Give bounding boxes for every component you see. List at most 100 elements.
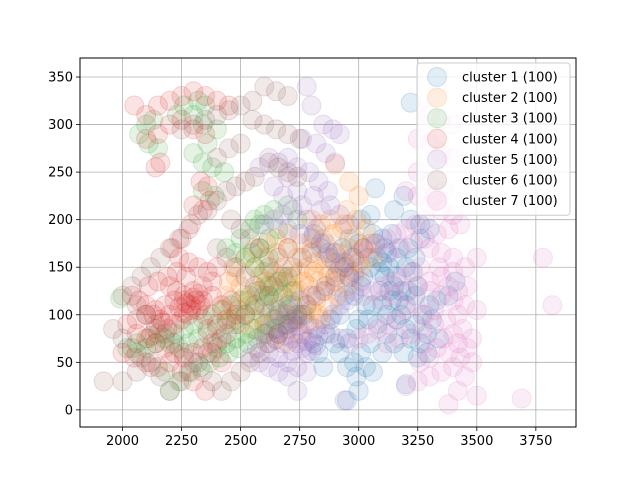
point-cluster-3 [258,285,279,306]
point-cluster-1 [403,261,424,282]
point-cluster-4 [197,319,218,340]
point-cluster-3 [284,309,305,330]
point-cluster-3 [277,266,298,287]
point-cluster-6 [315,276,336,297]
point-cluster-1 [400,328,421,349]
point-cluster-3 [206,119,227,140]
point-cluster-5 [320,195,341,216]
point-cluster-3 [258,247,279,268]
point-cluster-5 [258,357,279,378]
point-cluster-3 [249,238,270,259]
point-cluster-2 [336,257,357,278]
point-cluster-4 [178,252,199,273]
point-cluster-6 [287,304,308,325]
point-cluster-6 [273,266,294,287]
point-cluster-5 [325,242,346,263]
point-cluster-7 [403,233,424,254]
point-cluster-6 [230,95,251,116]
point-cluster-4 [202,342,223,363]
point-cluster-4 [197,176,218,197]
point-cluster-3 [216,314,237,335]
point-cluster-1 [367,247,388,268]
point-cluster-1 [377,323,398,344]
y-tick-label: 0 [65,403,73,418]
point-cluster-5 [351,271,372,292]
point-cluster-2 [325,154,346,175]
point-cluster-3 [282,281,303,302]
point-cluster-5 [282,200,303,221]
point-cluster-5 [266,329,287,350]
point-cluster-7 [395,300,416,321]
point-cluster-2 [332,219,353,240]
point-cluster-1 [398,238,419,259]
point-cluster-6 [140,257,161,278]
point-cluster-3 [202,304,223,325]
point-cluster-1 [400,209,421,230]
point-cluster-4 [211,328,232,349]
point-cluster-2 [318,266,338,287]
point-cluster-7 [431,285,452,306]
point-cluster-3 [256,323,277,344]
point-cluster-4 [136,352,157,373]
point-cluster-7 [443,357,464,378]
point-cluster-5 [306,219,327,240]
point-cluster-3 [254,204,275,225]
point-cluster-2 [296,257,317,278]
point-cluster-7 [433,328,454,349]
point-cluster-6 [254,76,275,97]
point-cluster-4 [126,323,147,344]
point-cluster-7 [426,338,447,359]
point-cluster-4 [171,109,192,130]
point-cluster-1 [429,328,450,349]
point-cluster-5 [308,171,329,192]
point-cluster-2 [313,228,334,249]
point-cluster-2 [225,266,246,287]
point-cluster-1 [417,323,438,344]
point-cluster-3 [138,133,159,154]
point-cluster-1 [417,342,438,363]
legend-label: cluster 3 (100) [462,112,558,127]
point-cluster-6 [197,200,218,221]
point-cluster-4 [159,114,180,135]
point-cluster-1 [325,333,346,354]
point-cluster-6 [93,371,114,392]
point-cluster-1 [419,219,440,240]
point-cluster-3 [192,309,213,330]
point-cluster-4 [152,312,173,333]
point-cluster-6 [230,219,251,240]
point-cluster-6 [218,138,239,159]
point-cluster-3 [216,333,237,354]
point-cluster-4 [206,90,227,111]
point-cluster-2 [289,281,310,302]
point-cluster-1 [369,281,390,302]
point-cluster-2 [339,238,360,259]
point-cluster-7 [447,281,468,302]
point-cluster-5 [289,290,310,311]
point-cluster-4 [117,314,138,335]
point-cluster-5 [310,200,331,221]
point-cluster-1 [377,242,398,263]
point-cluster-7 [511,388,532,409]
point-cluster-2 [289,261,310,282]
point-cluster-6 [178,361,199,382]
point-cluster-1 [405,247,426,268]
point-cluster-1 [303,223,324,244]
point-cluster-7 [367,233,388,254]
point-cluster-4 [171,228,192,249]
point-cluster-4 [183,81,204,102]
legend-marker [427,108,447,129]
point-cluster-2 [315,247,336,268]
point-cluster-7 [414,304,435,325]
point-cluster-1 [426,290,447,311]
point-cluster-4 [216,309,237,330]
point-cluster-4 [188,300,209,321]
point-cluster-6 [173,342,194,363]
y-tick-label: 100 [48,308,73,323]
point-cluster-5 [282,328,303,349]
point-cluster-4 [183,371,204,392]
legend-box [416,62,571,216]
point-cluster-3 [155,361,176,382]
point-cluster-1 [365,233,386,254]
point-cluster-3 [214,162,235,183]
point-cluster-4 [145,319,166,340]
